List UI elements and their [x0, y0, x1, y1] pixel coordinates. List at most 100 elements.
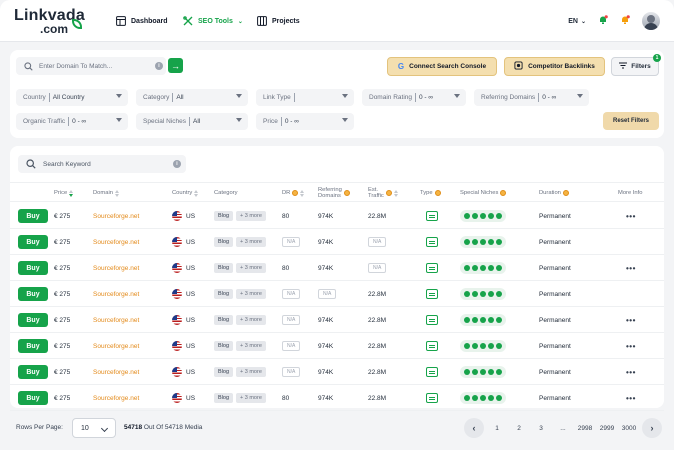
domain-link[interactable]: Sourceforge.net [93, 290, 140, 298]
buy-button[interactable]: Buy [18, 339, 48, 353]
domain-link[interactable]: Sourceforge.net [93, 212, 140, 220]
column-category[interactable]: Category [214, 183, 238, 203]
duration-value: Permanent [539, 290, 571, 298]
domain-link[interactable]: Sourceforge.net [93, 394, 140, 402]
page-2-button[interactable]: 2 [517, 424, 521, 432]
type-cell [426, 359, 438, 385]
notification-icon[interactable] [598, 15, 608, 27]
next-page-button[interactable]: › [642, 418, 662, 438]
keyword-search-input[interactable]: Search Keyword [18, 155, 186, 173]
domain-link[interactable]: Sourceforge.net [93, 342, 140, 350]
more-categories-tag[interactable]: + 3 more [236, 341, 266, 351]
page-3-button[interactable]: 3 [539, 424, 543, 432]
column-price-label: Price [54, 189, 68, 196]
alert-icon[interactable] [620, 15, 630, 27]
column-country[interactable]: Country [172, 183, 199, 203]
language-selector[interactable]: EN ⌄ [568, 18, 586, 25]
buy-button[interactable]: Buy [18, 391, 48, 405]
more-info-button[interactable]: ••• [626, 315, 636, 325]
more-categories-tag[interactable]: + 3 more [236, 393, 266, 403]
domain-search-input[interactable]: Enter Domain To Match... [16, 57, 166, 75]
page-2998-button[interactable]: 2998 [577, 424, 593, 432]
avatar[interactable] [642, 12, 660, 30]
more-categories-tag[interactable]: + 3 more [236, 237, 266, 247]
nav-projects[interactable]: Projects [257, 14, 300, 28]
column-domain-label: Domain [93, 189, 113, 196]
filter-panel: Enter Domain To Match... i → G Connect S… [10, 50, 664, 138]
more-info-button[interactable]: ••• [626, 263, 636, 273]
link-type-select[interactable]: Link Type [256, 89, 354, 106]
reset-filters-button[interactable]: Reset Filters [603, 112, 659, 130]
column-special-niches[interactable]: Special Niches [460, 183, 507, 203]
more-info-button[interactable]: ••• [626, 367, 636, 377]
referring-domains-value: 974K [318, 394, 334, 402]
duration-cell: Permanent [539, 333, 571, 359]
organic-traffic-select[interactable]: Organic Traffic 0 - ∞ [16, 113, 128, 130]
more-info-button[interactable]: ••• [626, 341, 636, 351]
buy-button[interactable]: Buy [18, 235, 48, 249]
page-3000-button[interactable]: 3000 [621, 424, 637, 432]
column-est-traffic[interactable]: Est. Traffic [368, 183, 398, 203]
special-niches-cell [460, 281, 506, 307]
filters-button[interactable]: Filters 1 [611, 54, 661, 76]
more-info-button[interactable]: ••• [626, 211, 636, 221]
special-niches-cell [460, 229, 506, 255]
referring-domains-select[interactable]: Referring Domains 0 - ∞ [474, 89, 589, 106]
total-count: 54718 Out Of 54718 Media [124, 424, 202, 431]
country-value: US [186, 290, 196, 298]
top-header: Linkvada .com Dashboard SEO Tools ⌄ Proj… [0, 0, 674, 42]
buy-button[interactable]: Buy [18, 287, 48, 301]
dr-cell: N/A [282, 359, 301, 385]
previous-page-button[interactable]: ‹ [464, 418, 484, 438]
column-domain[interactable]: Domain [93, 183, 119, 203]
buy-button[interactable]: Buy [18, 261, 48, 275]
domain-search-submit-button[interactable]: → [168, 58, 183, 73]
google-icon: G [397, 62, 405, 71]
logo[interactable]: Linkvada .com [14, 7, 85, 36]
category-select[interactable]: Category All [136, 89, 248, 106]
domain-rating-select[interactable]: Domain Rating 0 - ∞ [362, 89, 466, 106]
info-icon[interactable]: i [173, 160, 181, 168]
domain-cell: Sourceforge.net [93, 203, 139, 229]
column-duration[interactable]: Duration [539, 183, 569, 203]
column-type[interactable]: Type [420, 183, 441, 203]
dr-value: 80 [282, 212, 290, 220]
page-1-button[interactable]: 1 [495, 424, 499, 432]
us-flag-icon [172, 289, 182, 299]
page-2999-button[interactable]: 2999 [599, 424, 615, 432]
connect-search-console-button[interactable]: G Connect Search Console [387, 57, 497, 76]
domain-link[interactable]: Sourceforge.net [93, 316, 140, 324]
link-type-icon [426, 315, 438, 325]
more-info-button[interactable]: ••• [626, 393, 636, 403]
sort-icon [69, 189, 74, 197]
more-categories-tag[interactable]: + 3 more [236, 211, 266, 221]
buy-button[interactable]: Buy [18, 313, 48, 327]
logo-suffix: .com [40, 22, 69, 36]
dating-niche-icon [488, 395, 494, 401]
traffic-cell: N/A [368, 229, 387, 255]
pharma-niche-icon [496, 369, 502, 375]
price-select[interactable]: Price 0 - ∞ [256, 113, 354, 130]
domain-link[interactable]: Sourceforge.net [93, 264, 140, 272]
more-categories-tag[interactable]: + 3 more [236, 367, 266, 377]
column-price[interactable]: Price [54, 183, 74, 203]
more-categories-tag[interactable]: + 3 more [236, 289, 266, 299]
info-icon[interactable]: i [155, 62, 163, 70]
category-cell: Blog + 3 more [214, 203, 266, 229]
nav-dashboard[interactable]: Dashboard [116, 14, 168, 28]
column-dr[interactable]: DR [282, 183, 305, 203]
special-niches-select[interactable]: Special Niches All [136, 113, 248, 130]
more-categories-tag[interactable]: + 3 more [236, 263, 266, 273]
nav-seo-tools[interactable]: SEO Tools ⌄ [183, 14, 243, 28]
more-categories-tag[interactable]: + 3 more [236, 315, 266, 325]
competitor-backlinks-button[interactable]: Competitor Backlinks [504, 57, 605, 76]
rows-per-page-select[interactable]: 10 [72, 418, 116, 438]
domain-link[interactable]: Sourceforge.net [93, 238, 140, 246]
column-referring-domains[interactable]: Referring Domains [318, 183, 350, 203]
domain-link[interactable]: Sourceforge.net [93, 368, 140, 376]
buy-button[interactable]: Buy [18, 209, 48, 223]
buy-button[interactable]: Buy [18, 365, 48, 379]
country-select[interactable]: Country All Country [16, 89, 128, 106]
referring-domains-value: 974K [318, 212, 334, 220]
crypto-niche-icon [472, 369, 478, 375]
